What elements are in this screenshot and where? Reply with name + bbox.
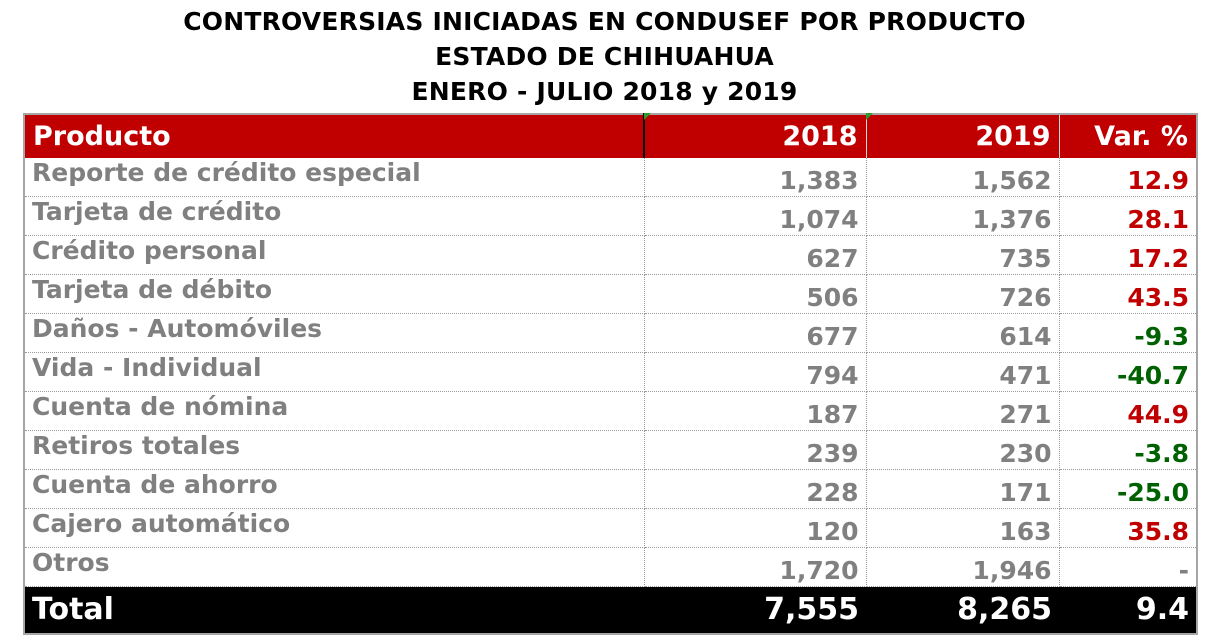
cell-var: -25.0 (1059, 469, 1198, 509)
cell-2018: 1,720 (644, 547, 867, 587)
cell-var: - (1059, 547, 1198, 587)
title-line-1: CONTROVERSIAS INICIADAS EN CONDUSEF POR … (183, 7, 1026, 36)
cell-2019: 1,946 (866, 547, 1060, 587)
cell-2019: 271 (866, 391, 1060, 431)
cell-2018: 120 (644, 508, 867, 548)
cell-var: -3.8 (1059, 430, 1198, 470)
cell-2018: 1,074 (644, 196, 867, 236)
cell-2019: 726 (866, 274, 1060, 314)
title-line-2: ESTADO DE CHIHUAHUA (435, 42, 774, 71)
total-2019: 8,265 (866, 586, 1059, 634)
header-2019: 2019 (866, 114, 1060, 158)
cell-producto: Cuenta de ahorro (24, 469, 645, 509)
table-row: Retiros totales 239 230 -3.8 (24, 430, 1198, 470)
cell-producto: Vida - Individual (24, 352, 645, 392)
cell-2018: 627 (644, 235, 867, 275)
cell-2019: 614 (866, 313, 1060, 353)
table-row: Tarjeta de crédito 1,074 1,376 28.1 (24, 196, 1198, 236)
header-producto: Producto (24, 114, 645, 158)
table-row: Reporte de crédito especial 1,383 1,562 12.… (24, 158, 1198, 197)
cell-2019: 230 (866, 430, 1060, 470)
table-row: Tarjeta de débito 506 726 43.5 (24, 274, 1198, 314)
cell-producto: Tarjeta de débito (24, 274, 645, 314)
cell-var: 12.9 (1059, 158, 1198, 197)
table-row: Otros 1,720 1,946- (24, 547, 1198, 587)
cell-2018: 677 (644, 313, 867, 353)
cell-2019: 171 (866, 469, 1060, 509)
table-row: Daños - Automóviles 677 614 -9.3 (24, 313, 1198, 353)
cell-producto: Cajero automático (24, 508, 645, 548)
table-row: Vida - Individual 794 471 -40.7 (24, 352, 1198, 392)
cell-producto: Retiros totales (24, 430, 645, 470)
header-var: Var. % (1059, 114, 1198, 158)
cell-2019: 163 (866, 508, 1060, 548)
cell-producto: Otros (24, 547, 645, 587)
table-row: Cajero automático 120 163 35.8 (24, 508, 1198, 548)
cell-producto: Tarjeta de crédito (24, 196, 645, 236)
cell-comment-marker (866, 113, 873, 120)
title-line-3: ENERO - JULIO 2018 y 2019 (411, 77, 798, 106)
cell-2019: 1,376 (866, 196, 1060, 236)
cell-2019: 471 (866, 352, 1060, 392)
cell-producto: Reporte de crédito especial (24, 158, 645, 197)
cell-var: 35.8 (1059, 508, 1198, 548)
cell-2019: 735 (866, 235, 1060, 275)
cell-2019: 1,562 (866, 158, 1060, 197)
cell-2018: 228 (644, 469, 867, 509)
cell-var: 44.9 (1059, 391, 1198, 431)
cell-2018: 1,383 (644, 158, 867, 197)
total-row: Total 7,555 8,265 9.4 (24, 586, 1197, 634)
cell-2018: 239 (644, 430, 867, 470)
header-row: Producto 2018 2019 Var. % (24, 114, 1198, 158)
cell-2018: 794 (644, 352, 867, 392)
cell-var: 43.5 (1059, 274, 1198, 314)
cell-var: -40.7 (1059, 352, 1198, 392)
cell-var: 28.1 (1059, 196, 1198, 236)
header-2018: 2018 (644, 114, 867, 158)
cell-producto: Cuenta de nómina (24, 391, 645, 431)
cell-comment-marker (644, 113, 651, 120)
table-row: Crédito personal 627 735 17.2 (24, 235, 1198, 275)
table-row: Cuenta de ahorro 228 171 -25.0 (24, 469, 1198, 509)
cell-producto: Daños - Automóviles (24, 313, 645, 353)
table-row: Cuenta de nómina 187 271 44.9 (24, 391, 1198, 431)
cell-var: -9.3 (1059, 313, 1198, 353)
report-title: CONTROVERSIAS INICIADAS EN CONDUSEF POR … (0, 4, 1209, 109)
cell-2018: 187 (644, 391, 867, 431)
cell-2018: 506 (644, 274, 867, 314)
cell-producto: Crédito personal (24, 235, 645, 275)
total-2018: 7,555 (644, 586, 866, 634)
cell-var: 17.2 (1059, 235, 1198, 275)
total-var: 9.4 (1059, 586, 1197, 634)
total-label: Total (24, 586, 644, 634)
controversias-table: Producto 2018 2019 Var. % Reporte de cré… (23, 113, 1198, 635)
